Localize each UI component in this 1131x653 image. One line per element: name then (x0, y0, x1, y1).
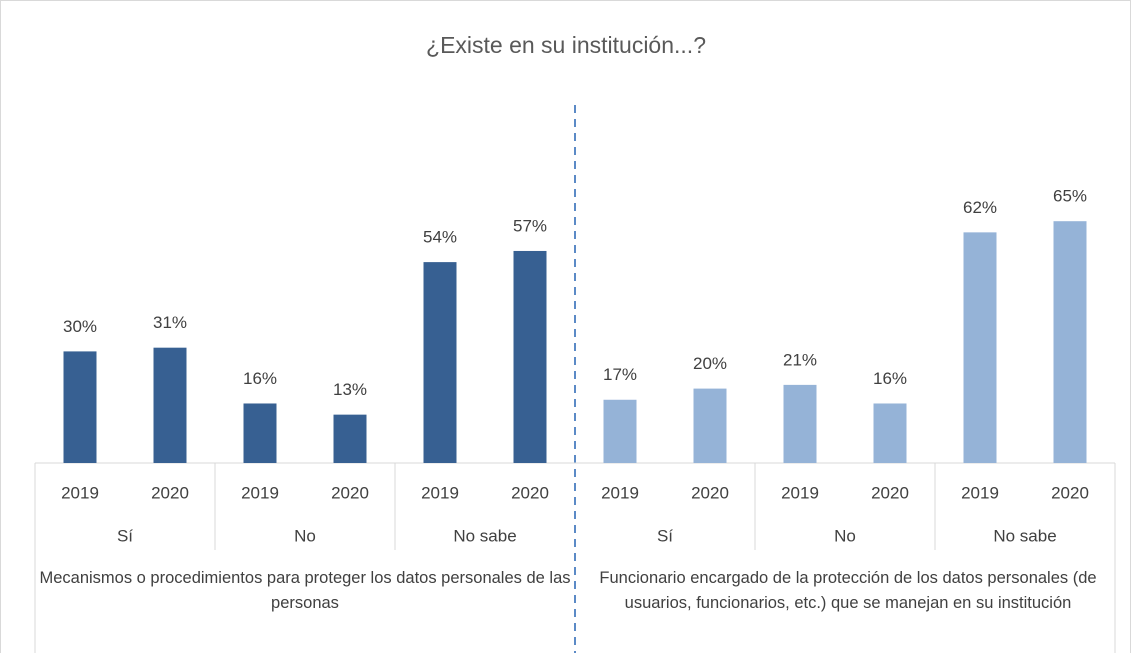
x-tick-label: 2019 (421, 483, 459, 502)
data-label: 16% (873, 369, 907, 388)
bar (333, 414, 367, 463)
group-label: Mecanismos o procedimientos para protege… (39, 569, 571, 612)
x-tick-label: 2019 (601, 483, 639, 502)
bar (693, 388, 727, 463)
data-label: 31% (153, 313, 187, 332)
data-label: 54% (423, 228, 457, 247)
bar (63, 351, 97, 463)
x-tick-label: 2019 (61, 483, 99, 502)
data-label: 20% (693, 354, 727, 373)
data-label: 57% (513, 216, 547, 235)
bar (603, 399, 637, 463)
subcategory-label: Sí (657, 526, 673, 545)
bar (243, 403, 277, 463)
subcategory-label: No sabe (453, 526, 516, 545)
data-label: 21% (783, 350, 817, 369)
data-label: 65% (1053, 187, 1087, 206)
group-label: Funcionario encargado de la protección d… (599, 569, 1097, 612)
data-label: 62% (963, 198, 997, 217)
x-tick-label: 2020 (1051, 483, 1089, 502)
bar (153, 347, 187, 463)
x-tick-label: 2019 (241, 483, 279, 502)
bar (1053, 221, 1087, 463)
x-tick-label: 2019 (781, 483, 819, 502)
chart-title: ¿Existe en su institución...? (426, 32, 706, 58)
data-label: 17% (603, 365, 637, 384)
bar (783, 384, 817, 463)
data-label: 16% (243, 369, 277, 388)
subcategory-label: No (294, 526, 316, 545)
x-tick-label: 2019 (961, 483, 999, 502)
x-tick-label: 2020 (871, 483, 909, 502)
x-tick-label: 2020 (331, 483, 369, 502)
x-tick-label: 2020 (691, 483, 729, 502)
bar (513, 250, 547, 463)
x-tick-label: 2020 (511, 483, 549, 502)
subcategory-label: No sabe (993, 526, 1056, 545)
bar (873, 403, 907, 463)
x-tick-label: 2020 (151, 483, 189, 502)
data-label: 30% (63, 317, 97, 336)
subcategory-label: No (834, 526, 856, 545)
subcategory-label: Sí (117, 526, 133, 545)
bar (963, 232, 997, 463)
data-label: 13% (333, 380, 367, 399)
bar (423, 262, 457, 463)
